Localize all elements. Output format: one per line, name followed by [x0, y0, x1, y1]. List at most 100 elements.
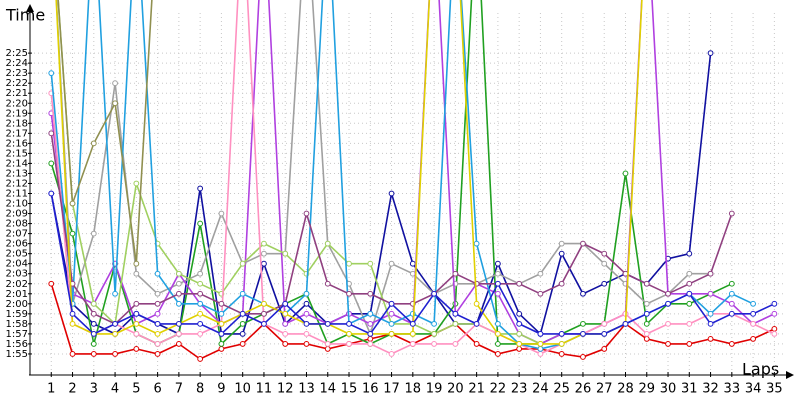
x-tick-label: 8 [196, 382, 204, 397]
data-point [728, 290, 735, 297]
data-point [303, 290, 310, 297]
x-tick-label: 16 [362, 382, 379, 397]
data-point [133, 310, 140, 317]
data-point [473, 240, 480, 247]
data-point [154, 310, 161, 317]
y-tick-label: 1:55 [6, 349, 28, 360]
data-point [154, 330, 161, 337]
data-point [516, 320, 523, 327]
x-tick-label: 34 [745, 382, 762, 397]
data-point [494, 260, 501, 267]
data-point [494, 280, 501, 287]
x-tick-label: 22 [490, 382, 507, 397]
data-point [239, 320, 246, 327]
data-point [346, 330, 352, 337]
data-point [90, 230, 97, 237]
plot-area [48, 0, 778, 362]
data-point [580, 320, 586, 327]
data-point [69, 310, 76, 317]
data-point [686, 320, 693, 327]
data-point [431, 290, 437, 297]
x-tick-label: 24 [532, 382, 549, 397]
data-point [367, 290, 374, 297]
data-point [239, 310, 246, 317]
data-point [197, 320, 204, 327]
data-point [431, 341, 437, 347]
data-point [154, 341, 161, 347]
data-point [90, 330, 97, 337]
data-point [494, 270, 501, 277]
data-point [154, 270, 161, 277]
data-point [218, 320, 225, 327]
data-point [494, 320, 501, 327]
data-point [282, 300, 289, 307]
data-point [707, 320, 714, 327]
y-tick-label: 2:18 [6, 118, 28, 129]
data-point [112, 80, 118, 87]
data-point [643, 336, 650, 342]
axis-arrow [786, 371, 794, 379]
y-tick-label: 2:20 [6, 98, 28, 109]
data-point [303, 210, 310, 217]
data-point [175, 341, 182, 347]
data-point [218, 341, 225, 347]
data-point [154, 290, 161, 297]
data-point [643, 280, 650, 287]
data-point [686, 290, 693, 297]
data-point [239, 330, 246, 337]
data-point [431, 320, 437, 327]
data-point [367, 330, 374, 337]
y-tick-label: 2:06 [6, 239, 28, 250]
data-point [69, 351, 76, 357]
data-point [133, 270, 140, 277]
data-point [580, 330, 586, 337]
x-tick-label: 1 [47, 382, 55, 397]
data-point [643, 330, 650, 337]
data-point [580, 240, 586, 247]
x-tick-label: 28 [617, 382, 634, 397]
data-point [218, 300, 225, 307]
data-point [771, 300, 778, 307]
data-point [516, 341, 523, 347]
data-point [558, 330, 565, 337]
data-point [133, 330, 140, 337]
data-point [133, 180, 140, 187]
data-point [686, 250, 693, 257]
x-tick-label: 30 [660, 382, 677, 397]
data-point [558, 240, 565, 247]
y-tick-label: 2:24 [6, 58, 28, 69]
data-point [580, 354, 586, 360]
x-tick-label: 4 [111, 382, 119, 397]
y-tick-label: 2:00 [6, 299, 28, 310]
data-point [494, 341, 501, 347]
data-point [665, 300, 671, 307]
data-point [175, 280, 182, 287]
data-point [133, 260, 140, 267]
data-point [197, 280, 204, 287]
data-point [537, 351, 544, 357]
data-point [197, 300, 204, 307]
data-point [303, 320, 310, 327]
data-point [324, 320, 331, 327]
y-tick-label: 2:14 [6, 158, 28, 169]
data-point [346, 341, 352, 347]
data-point [197, 270, 204, 277]
data-point [750, 310, 756, 317]
x-tick-label: 7 [175, 382, 183, 397]
data-point [239, 290, 246, 297]
y-tick-label: 2:17 [6, 128, 28, 139]
data-point [686, 270, 693, 277]
data-point [48, 160, 55, 167]
y-tick-label: 2:15 [6, 148, 28, 159]
data-point [197, 310, 204, 317]
data-point [261, 260, 267, 267]
y-tick-label: 2:02 [6, 279, 28, 290]
data-point [112, 320, 118, 327]
data-point [750, 300, 756, 307]
data-point [601, 260, 608, 267]
data-point [261, 310, 267, 317]
data-point [133, 300, 140, 307]
data-point [558, 250, 565, 257]
data-point [48, 190, 55, 197]
